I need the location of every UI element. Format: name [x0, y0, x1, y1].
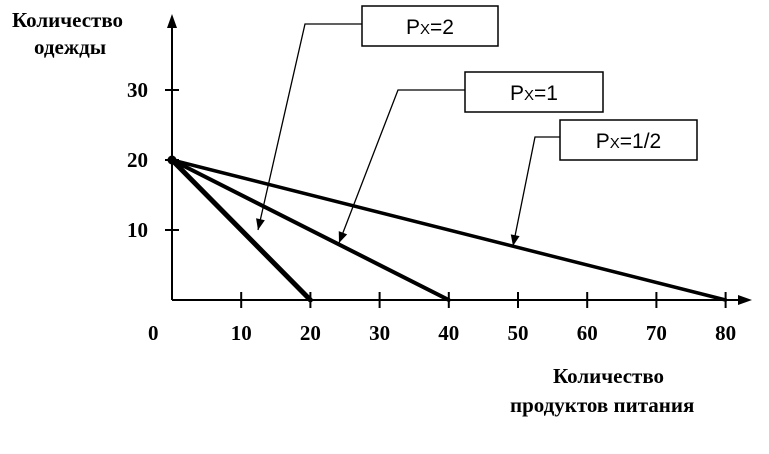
x-tick-label: 10	[231, 321, 252, 345]
leader-line	[512, 136, 560, 247]
x-axis-title-line-1: Количество	[553, 364, 664, 388]
price-value: =2	[430, 16, 454, 39]
y-axis-title-line-2: одежды	[34, 35, 106, 59]
price-value: =1/2	[620, 130, 661, 153]
x-tick-label: 40	[438, 321, 459, 345]
y-axis-title-line-1: Количество	[12, 8, 123, 32]
leader-arrowhead	[256, 218, 265, 230]
leader-line	[257, 23, 362, 231]
x-tick-label: 70	[646, 321, 667, 345]
price-value: =1	[534, 82, 558, 105]
x-tick-label: 50	[508, 321, 529, 345]
common-intercept-point	[167, 155, 177, 165]
price-label-text: PX=1/2	[596, 130, 662, 153]
price-label-text: PX=1	[510, 82, 558, 105]
leader-arrowhead	[510, 234, 520, 246]
x-tick-label: 60	[577, 321, 598, 345]
price-subscript: X	[524, 87, 534, 104]
budget-lines	[167, 155, 728, 303]
y-tick-label: 30	[127, 78, 148, 102]
x-axis-arrow	[738, 295, 752, 305]
axis-ticks: 10 20 30 40 50 60 70 80 10 20 30	[127, 78, 736, 345]
budget-line-series	[170, 158, 451, 302]
y-axis-arrow	[167, 14, 177, 28]
y-tick-label: 10	[127, 218, 148, 242]
price-subscript: X	[420, 21, 430, 38]
price-label-box	[559, 119, 698, 161]
budget-line-series	[169, 157, 313, 303]
budget-line-series	[170, 158, 728, 302]
price-annotations: PX=2PX=1PX=1/2	[256, 5, 698, 247]
price-symbol: P	[510, 82, 524, 105]
leader-arrowhead	[338, 231, 348, 243]
x-tick-label: 30	[369, 321, 390, 345]
price-symbol: P	[406, 16, 420, 39]
leader-line	[338, 89, 465, 244]
y-tick-label: 20	[127, 148, 148, 172]
x-tick-label: 20	[300, 321, 321, 345]
price-symbol: P	[596, 130, 610, 153]
price-label-text: PX=2	[406, 16, 454, 39]
price-label-box	[361, 5, 499, 47]
y-axis-title: Количество одежды	[12, 8, 128, 59]
price-label-box	[464, 71, 604, 113]
x-tick-label: 80	[715, 321, 736, 345]
x-axis-title: Количество продуктов питания	[510, 364, 694, 417]
x-axis-title-line-2: продуктов питания	[510, 393, 694, 417]
price-subscript: X	[610, 135, 620, 152]
origin-label: 0	[148, 321, 159, 345]
